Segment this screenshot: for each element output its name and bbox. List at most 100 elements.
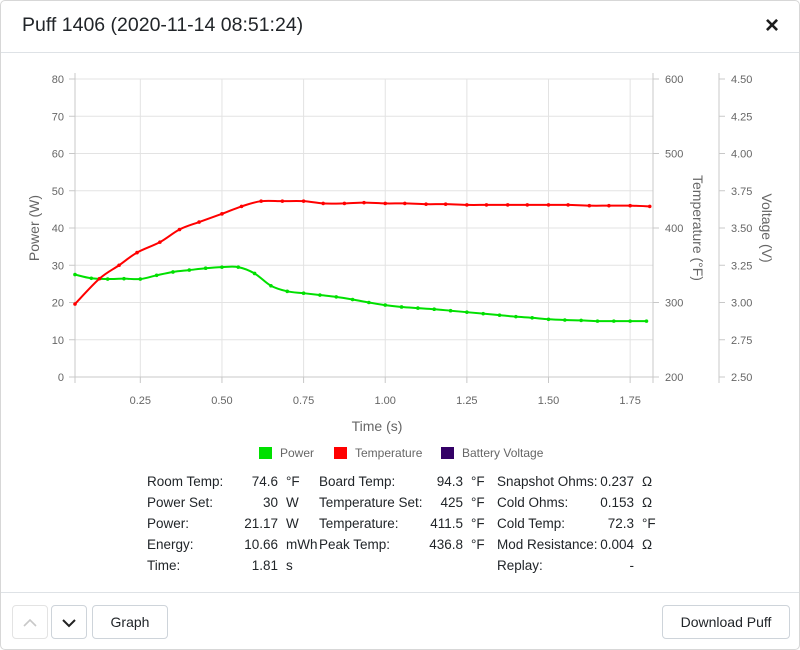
legend-swatch	[334, 447, 347, 459]
legend-item-battery-voltage[interactable]: Battery Voltage	[441, 446, 543, 460]
stat-label: Room Temp:	[147, 474, 224, 489]
voltage-tick-label: 3.25	[731, 260, 752, 272]
graph-button[interactable]: Graph	[92, 605, 168, 639]
stat-unit: s	[286, 558, 293, 573]
stat-value: 72.3	[607, 516, 634, 531]
temperature-point	[158, 240, 162, 244]
power-tick-label: 10	[52, 335, 64, 347]
power-line	[74, 265, 647, 323]
stat-unit: °F	[642, 516, 656, 531]
stat-unit: Ω	[642, 495, 653, 510]
stat-label: Power Set:	[147, 495, 214, 510]
power-point	[612, 319, 616, 323]
temperature-point	[424, 202, 428, 206]
power-point	[546, 317, 551, 322]
modal-title: Puff 1406 (2020-11-14 08:51:24)	[22, 14, 304, 36]
temperature-axis-title: Temperature (°F)	[690, 175, 706, 281]
previous-puff-button[interactable]	[12, 605, 48, 639]
close-button[interactable]: ×	[764, 12, 779, 39]
voltage-tick-label: 4.25	[731, 111, 752, 123]
temperature-point	[546, 203, 551, 207]
stat-label: Temperature:	[319, 516, 399, 531]
stat-unit: W	[286, 516, 299, 531]
temperature-point	[607, 203, 611, 208]
temperature-point	[342, 201, 347, 206]
chevron-down-icon	[62, 619, 76, 628]
legend-swatch	[441, 447, 454, 459]
voltage-tick-label: 4.50	[731, 74, 752, 86]
stat-value: 425	[440, 495, 463, 510]
stat-value: 1.81	[251, 558, 278, 573]
power-tick-label: 40	[52, 223, 64, 235]
stat-unit: Ω	[642, 537, 653, 552]
temperature-point	[505, 203, 510, 207]
stat-value: 21.17	[244, 516, 278, 531]
temperature-point	[117, 263, 121, 268]
temperature-point	[647, 204, 652, 209]
stat-value: 10.66	[244, 537, 278, 552]
temperature-point	[73, 302, 77, 306]
power-point	[497, 313, 502, 317]
stat-label: Energy:	[147, 537, 194, 552]
power-point	[563, 318, 567, 322]
temperature-tick-label: 500	[665, 149, 683, 161]
stat-label: Mod Resistance:	[497, 537, 598, 552]
temperature-point	[177, 227, 182, 232]
power-point	[465, 310, 469, 314]
voltage-tick-label: 3.75	[731, 186, 752, 198]
temperature-tick-label: 300	[665, 298, 683, 310]
x-axis-title: Time (s)	[352, 418, 403, 434]
temperature-point	[301, 199, 306, 203]
voltage-tick-label: 2.75	[731, 335, 752, 347]
power-tick-label: 60	[52, 149, 64, 161]
power-point	[416, 306, 420, 310]
chart-legend: Power Temperature Battery Voltage	[1, 446, 800, 462]
power-point	[318, 293, 322, 297]
power-point	[432, 307, 437, 312]
stat-value: -	[629, 558, 635, 573]
x-tick-label: 0.50	[211, 395, 232, 407]
download-puff-button[interactable]: Download Puff	[662, 605, 790, 639]
stat-unit: W	[286, 495, 299, 510]
power-tick-label: 70	[52, 111, 64, 123]
stat-label: Cold Temp:	[497, 516, 566, 531]
x-tick-label: 1.25	[456, 395, 477, 407]
temperature-point	[97, 276, 102, 281]
voltage-tick-label: 4.00	[731, 149, 752, 161]
stat-label: Cold Ohms:	[497, 495, 569, 510]
x-tick-label: 1.00	[375, 395, 396, 407]
temperature-point	[566, 203, 570, 207]
voltage-axis-title: Voltage (V)	[759, 193, 775, 262]
x-tick-label: 0.25	[130, 395, 151, 407]
voltage-tick-label: 3.00	[731, 298, 752, 310]
power-point	[301, 291, 306, 295]
power-point	[367, 300, 371, 305]
temperature-point	[362, 200, 366, 205]
power-point	[269, 283, 273, 288]
stat-value: 94.3	[436, 474, 463, 489]
stat-unit: °F	[471, 474, 485, 489]
power-point	[203, 266, 208, 271]
power-point	[644, 319, 649, 323]
temperature-point	[135, 250, 139, 255]
puff-chart: 0 10 20 30 40 50 60 70 80 0.25 0.50 0.75 1.00 1.25 1.5…	[26, 73, 775, 434]
power-tick-label: 80	[52, 74, 64, 86]
stat-label: Time:	[147, 558, 181, 573]
temperature-point	[321, 201, 325, 206]
stat-unit: mWh	[286, 537, 318, 552]
legend-label: Temperature	[355, 446, 423, 460]
x-tick-label: 1.50	[538, 395, 559, 407]
power-point	[628, 319, 632, 323]
temperature-tick-label: 200	[665, 372, 683, 384]
temperature-point	[220, 212, 224, 216]
temperature-tick-label: 400	[665, 223, 683, 235]
legend-item-temperature[interactable]: Temperature	[334, 446, 422, 460]
temperature-point	[197, 220, 201, 224]
next-puff-button[interactable]	[51, 605, 87, 639]
stat-unit: °F	[471, 516, 485, 531]
stat-label: Snapshot Ohms:	[497, 474, 598, 489]
legend-item-power[interactable]: Power	[259, 446, 314, 460]
stat-value: 0.153	[600, 495, 634, 510]
voltage-tick-label: 2.50	[731, 372, 752, 384]
